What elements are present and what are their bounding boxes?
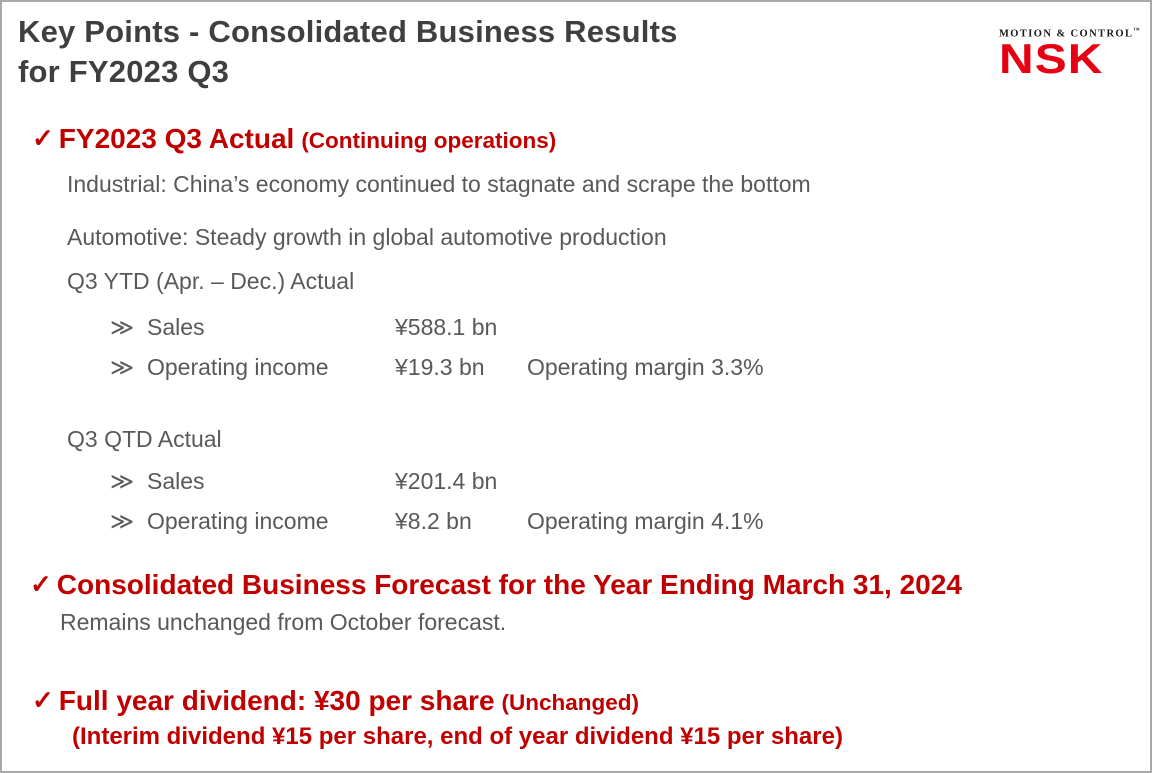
logo-brand: NSK xyxy=(999,34,1104,82)
section-heading-actual: ✓ FY2023 Q3 Actual (Continuing operations) xyxy=(32,123,556,155)
logo-tagline-text: MOTION & CONTROL xyxy=(999,28,1134,40)
qtd-operating-income-row: ≫ Operating income ¥8.2 bn Operating mar… xyxy=(110,508,764,535)
ytd-sales-row: ≫ Sales ¥588.1 bn xyxy=(110,314,527,341)
section-heading-dividend: ✓ Full year dividend: ¥30 per share (Uncha… xyxy=(32,685,639,717)
double-chevron-icon: ≫ xyxy=(110,508,135,534)
section-heading-forecast: ✓ Consolidated Business Forecast for the … xyxy=(30,569,962,601)
double-chevron-icon: ≫ xyxy=(110,354,135,380)
metric-label: Sales xyxy=(147,468,205,494)
metric-value: ¥8.2 bn xyxy=(395,508,472,534)
metric-extra: Operating margin 3.3% xyxy=(527,354,764,380)
logo-tagline: MOTION & CONTROL™ xyxy=(999,25,1140,41)
metric-label: Operating income xyxy=(147,354,329,380)
double-chevron-icon: ≫ xyxy=(110,314,135,340)
page-title-line1: Key Points - Consolidated Business Resul… xyxy=(18,14,678,49)
section-heading-actual-text: FY2023 Q3 Actual xyxy=(58,123,295,154)
forecast-body: Remains unchanged from October forecast. xyxy=(60,609,507,635)
metric-label: Sales xyxy=(147,314,205,340)
metric-value: ¥201.4 bn xyxy=(395,468,498,494)
checkmark-icon: ✓ xyxy=(32,123,54,153)
metric-label: Operating income xyxy=(147,508,329,534)
trademark-symbol: ™ xyxy=(1133,27,1140,34)
checkmark-icon: ✓ xyxy=(32,685,54,715)
automotive-summary: Automotive: Steady growth in global auto… xyxy=(67,224,667,250)
section-heading-forecast-text: Consolidated Business Forecast for the Y… xyxy=(56,569,962,600)
section-heading-actual-note: (Continuing operations) xyxy=(301,128,557,153)
section-heading-dividend-text: Full year dividend: ¥30 per share xyxy=(58,685,495,716)
qtd-label: Q3 QTD Actual xyxy=(67,426,222,452)
page-title: Key Points - Consolidated Business Resul… xyxy=(18,12,678,92)
double-chevron-icon: ≫ xyxy=(110,468,135,494)
metric-extra: Operating margin 4.1% xyxy=(527,508,764,534)
industrial-summary: Industrial: China’s economy continued to… xyxy=(67,171,811,197)
dividend-detail: (Interim dividend ¥15 per share, end of … xyxy=(72,723,843,750)
nsk-logo: MOTION & CONTROL™ NSK xyxy=(999,25,1140,79)
checkmark-icon: ✓ xyxy=(30,569,52,599)
ytd-label: Q3 YTD (Apr. – Dec.) Actual xyxy=(67,268,355,294)
metric-value: ¥588.1 bn xyxy=(395,314,498,340)
qtd-sales-row: ≫ Sales ¥201.4 bn xyxy=(110,468,527,495)
page-title-line2: for FY2023 Q3 xyxy=(18,54,230,89)
ytd-operating-income-row: ≫ Operating income ¥19.3 bn Operating ma… xyxy=(110,354,764,381)
section-heading-dividend-note: (Unchanged) xyxy=(501,690,640,715)
metric-value: ¥19.3 bn xyxy=(395,354,485,380)
